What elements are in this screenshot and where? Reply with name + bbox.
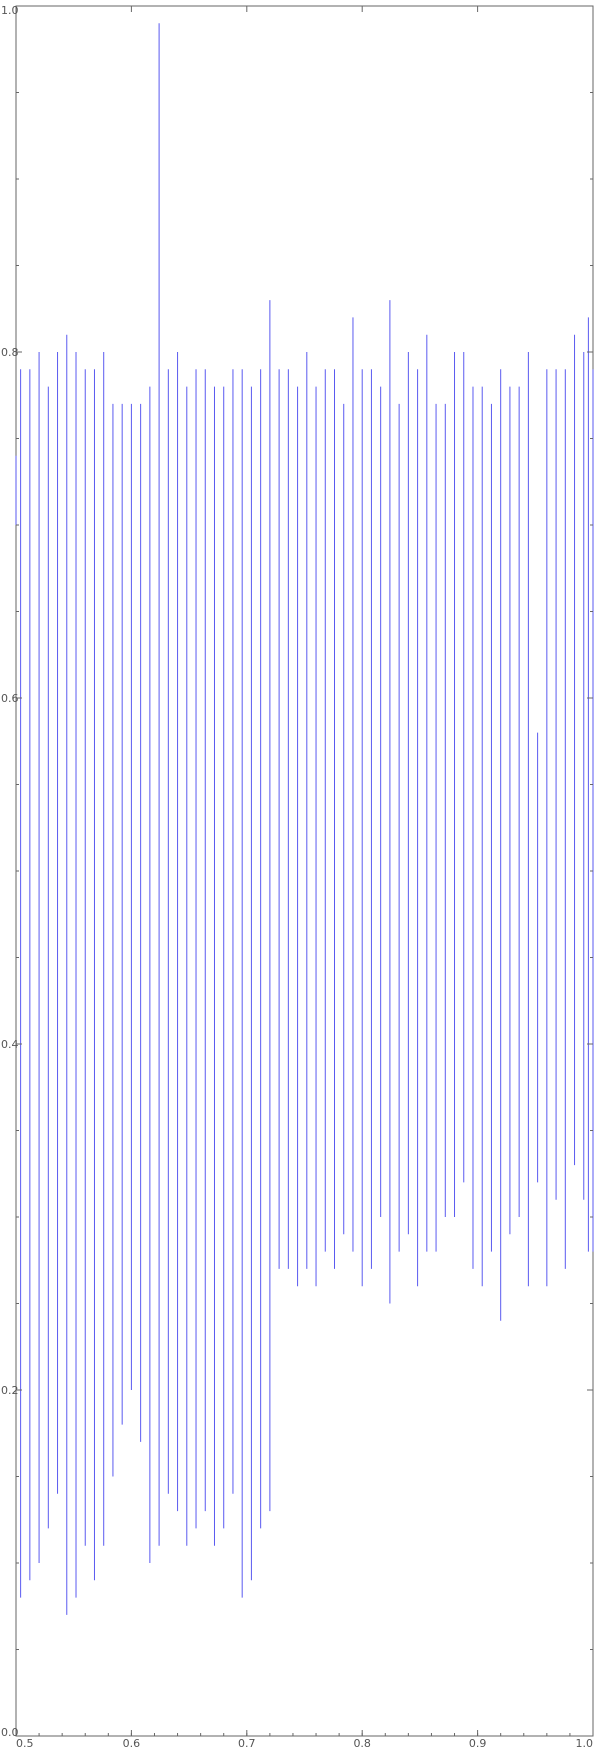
y-tick-label: 1.0 [1,4,19,17]
y-tick-label: 0.8 [1,346,19,359]
x-tick-label: 0.7 [238,1737,256,1749]
x-tick-label: 0.9 [469,1737,487,1749]
x-tick-label: 1.0 [576,1737,594,1749]
data-segments [15,23,594,1615]
x-tick-label: 0.8 [353,1737,371,1749]
y-tick-label: 0.4 [1,1038,19,1051]
x-tick-label: 0.5 [16,1737,34,1749]
x-axis: 0.5 0.6 0.7 0.8 0.9 1.0 [15,6,594,1749]
plot-frame [15,5,594,1737]
y-tick-label: 0.2 [1,1384,19,1397]
y-axis: 0.0 0.2 0.4 0.6 0.8 1.0 [1,4,593,1739]
y-tick-label: 0.6 [1,692,19,705]
y-tick-label: 0.0 [1,1726,19,1739]
x-tick-label: 0.6 [123,1737,141,1749]
